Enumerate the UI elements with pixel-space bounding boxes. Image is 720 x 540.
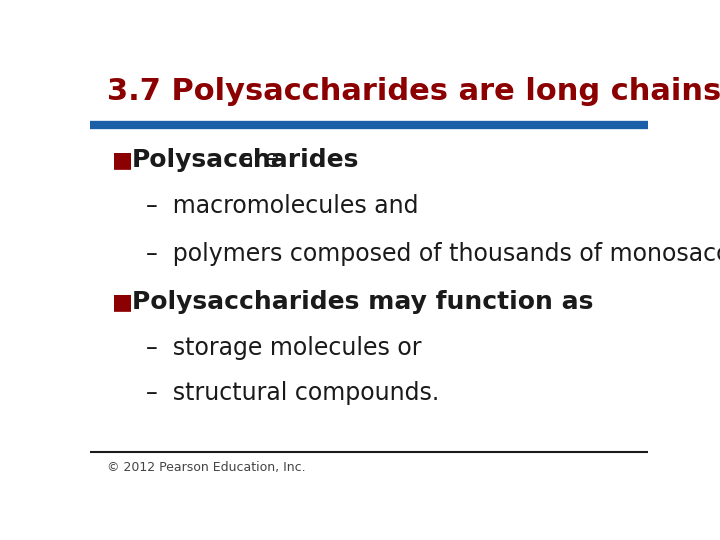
Text: Polysaccharides: Polysaccharides [132, 148, 359, 172]
Text: ■: ■ [112, 151, 133, 171]
Text: –  polymers composed of thousands of monosaccharides.: – polymers composed of thousands of mono… [145, 242, 720, 266]
Text: –  structural compounds.: – structural compounds. [145, 381, 439, 406]
Text: © 2012 Pearson Education, Inc.: © 2012 Pearson Education, Inc. [107, 461, 305, 474]
Text: –  macromolecules and: – macromolecules and [145, 194, 418, 218]
Text: –  storage molecules or: – storage molecules or [145, 335, 421, 360]
Text: 3.7 Polysaccharides are long chains of sugar units: 3.7 Polysaccharides are long chains of s… [107, 77, 720, 106]
Text: Polysaccharides may function as: Polysaccharides may function as [132, 290, 593, 314]
Text: are: are [230, 148, 279, 172]
Text: ■: ■ [112, 292, 133, 312]
